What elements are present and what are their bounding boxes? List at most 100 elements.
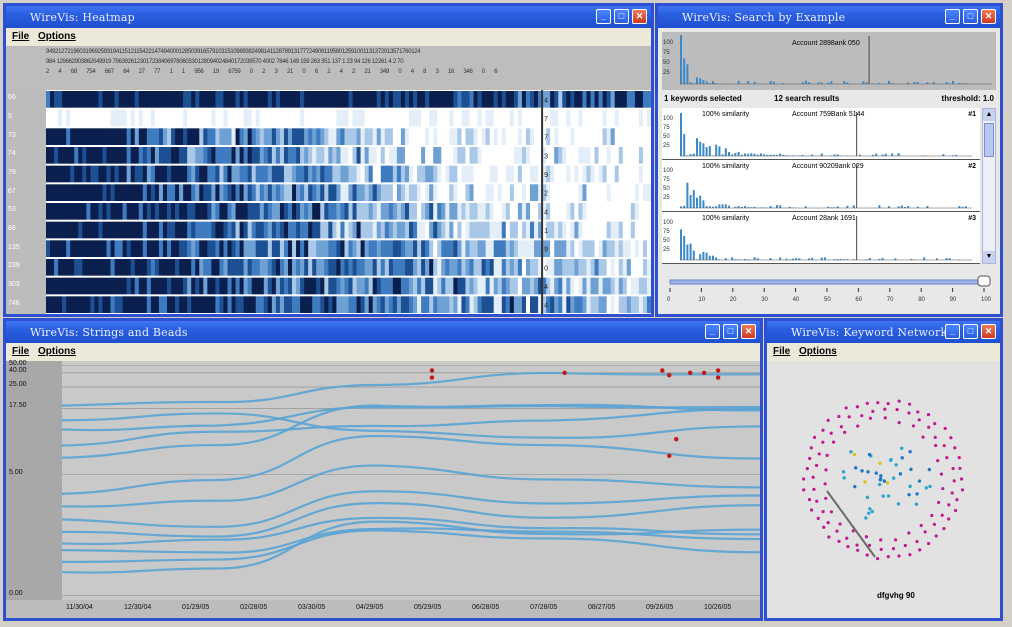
heatmap-cell[interactable] [578, 240, 583, 257]
close-icon[interactable]: ✕ [981, 324, 996, 339]
heatmap-cell[interactable] [320, 221, 325, 239]
heatmap-cell[interactable] [243, 91, 248, 108]
heatmap-cell[interactable] [618, 109, 624, 127]
heatmap-cell[interactable] [417, 109, 422, 127]
heatmap-cell[interactable] [219, 296, 224, 313]
heatmap-cell[interactable] [441, 221, 446, 239]
heatmap-cell[interactable] [167, 277, 172, 295]
heatmap-cell[interactable] [66, 240, 71, 257]
heatmap-cell[interactable] [461, 240, 466, 257]
heatmap-cell[interactable] [449, 221, 454, 239]
heatmap-cell[interactable] [376, 109, 382, 127]
heatmap-cell[interactable] [162, 165, 168, 183]
heatmap-cell[interactable] [558, 240, 563, 257]
heatmap-cell[interactable] [312, 165, 317, 183]
heatmap-cell[interactable] [320, 203, 325, 220]
heatmap-cell[interactable] [352, 109, 357, 127]
heatmap-cell[interactable] [404, 203, 410, 220]
heatmap-cell[interactable] [562, 184, 567, 201]
heatmap-cell[interactable] [247, 184, 252, 201]
heatmap-cell[interactable] [279, 221, 285, 239]
heatmap-cell[interactable] [622, 91, 628, 108]
heatmap-cell[interactable] [340, 184, 345, 201]
heatmap-cell[interactable] [183, 109, 188, 127]
heatmap-cell[interactable] [191, 184, 196, 201]
heatmap-cell[interactable] [211, 165, 216, 183]
heatmap-cell[interactable] [473, 240, 478, 257]
heatmap-cell[interactable] [421, 128, 426, 145]
heatmap-cell[interactable] [288, 259, 293, 276]
heatmap-cell[interactable] [578, 277, 583, 295]
heatmap-cell[interactable] [86, 91, 91, 108]
heatmap-cell[interactable] [82, 128, 87, 145]
heatmap-cell[interactable] [70, 221, 75, 239]
heatmap-cell[interactable] [312, 109, 317, 127]
heatmap-cell[interactable] [344, 91, 349, 108]
keyword-node[interactable] [933, 435, 937, 439]
heatmap-cell[interactable] [538, 277, 543, 295]
heatmap-cell[interactable] [352, 296, 357, 313]
heatmap-cell[interactable] [380, 296, 386, 313]
heatmap-cell[interactable] [275, 240, 281, 257]
heatmap-cell[interactable] [275, 109, 281, 127]
heatmap-cell[interactable] [433, 91, 438, 108]
heatmap-cell[interactable] [154, 277, 160, 295]
heatmap-cell[interactable] [279, 91, 285, 108]
heatmap-cell[interactable] [54, 147, 59, 164]
heatmap-cell[interactable] [517, 109, 523, 127]
heatmap-cell[interactable] [441, 259, 446, 276]
heatmap-cell[interactable] [409, 277, 414, 295]
heatmap-cell[interactable] [50, 277, 55, 295]
heatmap-cell[interactable] [610, 165, 615, 183]
heatmap-cell[interactable] [465, 91, 470, 108]
heatmap-cell[interactable] [352, 259, 357, 276]
heatmap-cell[interactable] [554, 91, 559, 108]
heatmap-cell[interactable] [223, 296, 228, 313]
heatmap-cell[interactable] [360, 203, 365, 220]
heatmap-cell[interactable] [332, 147, 337, 164]
heatmap-cell[interactable] [70, 184, 75, 201]
heatmap-cell[interactable] [409, 240, 414, 257]
keyword-node[interactable] [809, 446, 813, 450]
heatmap-cell[interactable] [396, 165, 402, 183]
heatmap-cell[interactable] [481, 109, 486, 127]
heatmap-cell[interactable] [388, 259, 394, 276]
heatmap-cell[interactable] [622, 165, 628, 183]
heatmap-cell[interactable] [50, 296, 55, 313]
heatmap-cell[interactable] [461, 109, 466, 127]
heatmap-cell[interactable] [513, 184, 519, 201]
heatmap-cell[interactable] [578, 259, 583, 276]
heatmap-cell[interactable] [404, 184, 410, 201]
heatmap-cell[interactable] [275, 277, 281, 295]
heatmap-cell[interactable] [513, 296, 519, 313]
heatmap-cell[interactable] [288, 203, 293, 220]
heatmap-cell[interactable] [429, 91, 434, 108]
heatmap-cell[interactable] [501, 109, 507, 127]
heatmap-cell[interactable] [449, 109, 454, 127]
heatmap-cell[interactable] [582, 147, 587, 164]
heatmap-cell[interactable] [453, 165, 458, 183]
heatmap-cell[interactable] [74, 91, 79, 108]
heatmap-cell[interactable] [352, 91, 357, 108]
heatmap-cell[interactable] [356, 221, 361, 239]
heatmap-cell[interactable] [340, 165, 345, 183]
heatmap-cell[interactable] [421, 221, 426, 239]
heatmap-cell[interactable] [562, 128, 567, 145]
heatmap-cell[interactable] [348, 147, 353, 164]
heatmap-cell[interactable] [90, 109, 95, 127]
heatmap-cell[interactable] [328, 91, 333, 108]
heatmap-cell[interactable] [477, 91, 482, 108]
heatmap-cell[interactable] [271, 259, 277, 276]
heatmap-cell[interactable] [324, 91, 329, 108]
keyword-node[interactable] [864, 535, 869, 539]
keyword-node[interactable] [955, 498, 959, 502]
heatmap-cell[interactable] [566, 277, 571, 295]
heatmap-cell[interactable] [634, 203, 640, 220]
heatmap-cell[interactable] [211, 221, 216, 239]
heatmap-cell[interactable] [574, 296, 579, 313]
heatmap-cell[interactable] [187, 184, 192, 201]
heatmap-cell[interactable] [441, 184, 446, 201]
heatmap-cell[interactable] [630, 296, 636, 313]
heatmap-cell[interactable] [497, 203, 503, 220]
bead-marker[interactable] [660, 368, 665, 373]
